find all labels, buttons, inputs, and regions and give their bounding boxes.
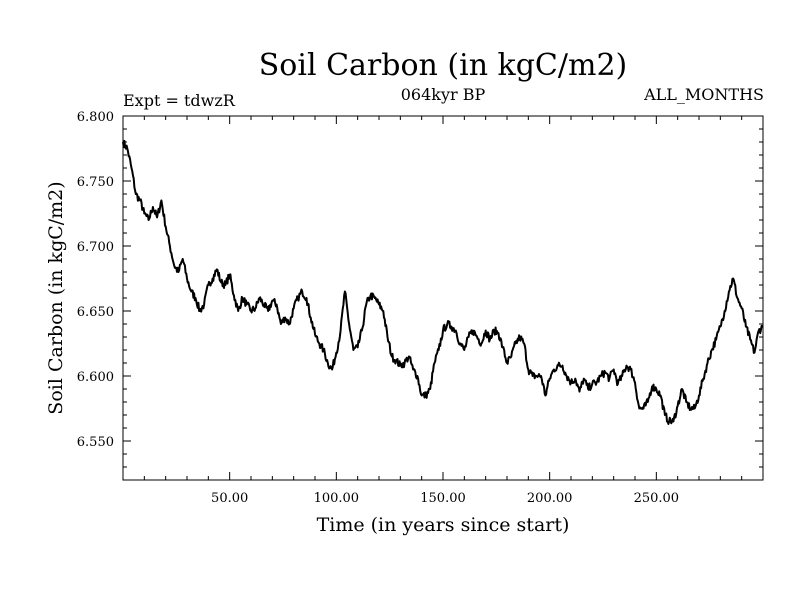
experiment-label: Expt = tdwzR [123, 91, 236, 110]
x-axis-ticks [143, 116, 743, 480]
x-tick-label: 100.00 [314, 491, 360, 506]
y-tick-label: 6.550 [77, 435, 114, 450]
x-axis-label: Time (in years since start) [317, 514, 570, 536]
x-tick-label: 200.00 [527, 491, 573, 506]
y-axis-label: Soil Carbon (in kgC/m2) [45, 181, 67, 414]
y-tick-label: 6.800 [77, 110, 114, 125]
y-tick-label: 6.650 [77, 305, 114, 320]
y-tick-labels: 6.550 6.600 6.650 6.700 6.750 6.800 [77, 110, 114, 450]
soil-carbon-series-line [122, 139, 764, 425]
months-label: ALL_MONTHS [643, 85, 764, 104]
y-tick-label: 6.750 [77, 175, 114, 190]
y-tick-label: 6.600 [77, 370, 114, 385]
x-tick-label: 250.00 [634, 491, 680, 506]
plot-area [122, 115, 764, 481]
x-tick-label: 150.00 [420, 491, 466, 506]
chart-title: Soil Carbon (in kgC/m2) [259, 48, 627, 83]
y-axis-ticks [123, 115, 763, 481]
x-tick-labels: 50.00 100.00 150.00 200.00 250.00 [211, 491, 679, 506]
period-label: 064kyr BP [401, 85, 486, 104]
y-tick-label: 6.700 [77, 240, 114, 255]
x-tick-label: 50.00 [211, 491, 248, 506]
